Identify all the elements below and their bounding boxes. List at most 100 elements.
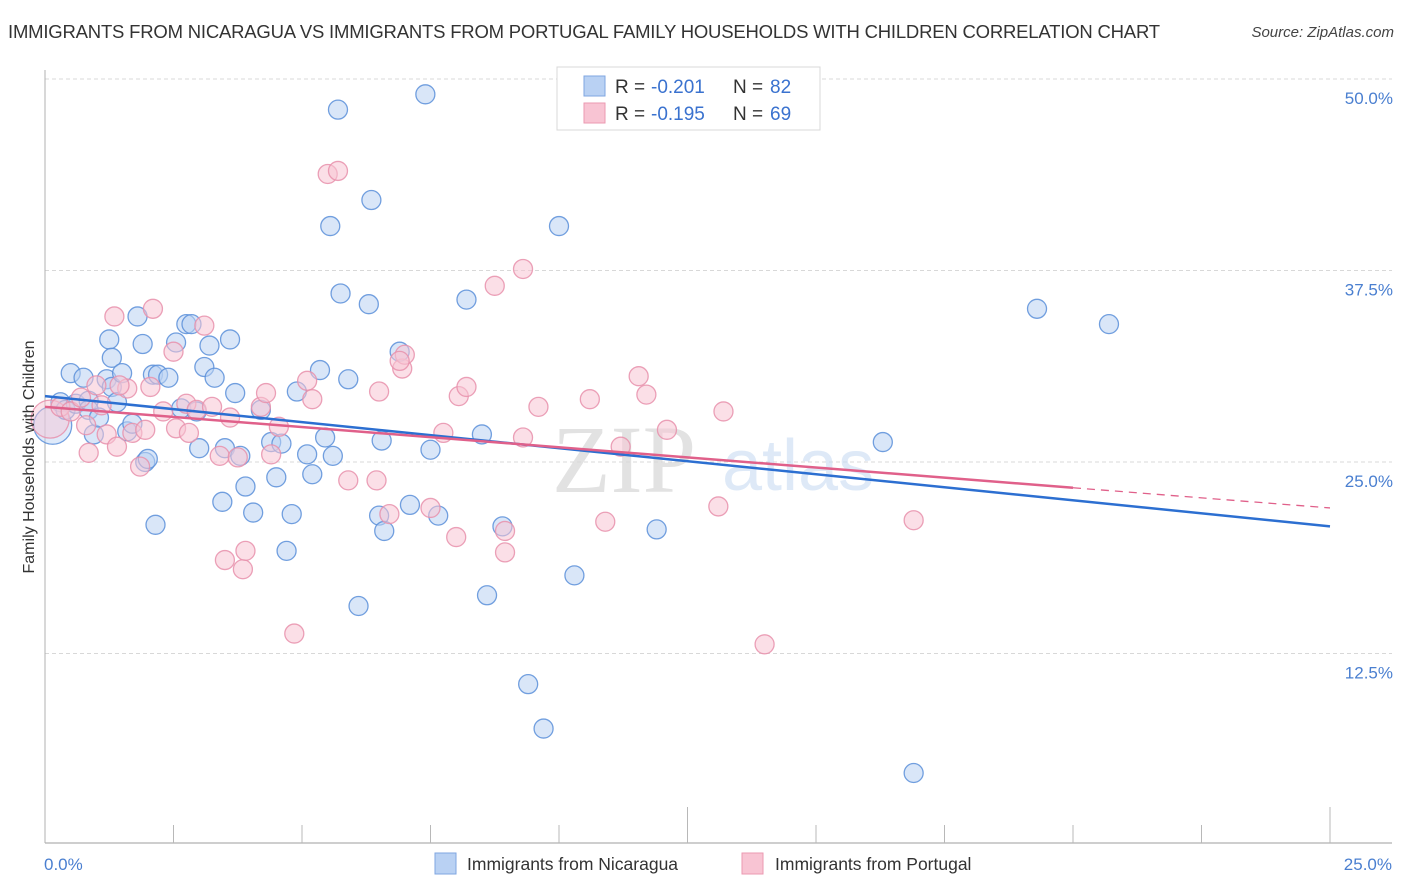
data-point-nicaragua — [903, 762, 924, 784]
data-point-nicaragua — [338, 369, 359, 390]
data-point-portugal — [579, 389, 600, 410]
y-tick-labels: 12.5% 25.0% 37.5% 50.0% — [1345, 89, 1393, 683]
y-axis-label: Family Households with Children — [21, 341, 38, 574]
data-point-nicaragua — [533, 718, 554, 739]
data-point-portugal — [261, 444, 282, 465]
data-point-nicaragua — [456, 289, 477, 310]
data-point-portugal — [656, 419, 678, 440]
legend-item-nicaragua[interactable]: Immigrants from Nicaragua — [434, 852, 678, 875]
data-point-nicaragua — [189, 438, 210, 459]
data-point-nicaragua — [204, 367, 225, 388]
x-tick-label-max: 25.0% — [1344, 855, 1392, 874]
data-point-portugal — [178, 422, 200, 444]
data-point-portugal — [109, 375, 130, 396]
data-point-portugal — [194, 315, 215, 336]
correlation-legend: R = -0.201 N = 82 R = -0.195 N = 69 — [556, 66, 821, 131]
data-point-nicaragua — [1098, 313, 1120, 335]
y-tick-label: 25.0% — [1345, 472, 1393, 491]
data-point-portugal — [284, 623, 305, 644]
trendline-portugal-extrapolated — [1072, 487, 1331, 509]
x-tick-labels: 0.0% 25.0% — [44, 855, 1392, 874]
legend-n-label-portugal: N = — [733, 104, 763, 125]
data-point-portugal — [327, 160, 349, 182]
data-point-nicaragua — [276, 540, 297, 562]
data-point-nicaragua — [266, 467, 287, 488]
data-point-portugal — [129, 456, 151, 477]
data-point-portugal — [232, 559, 254, 580]
axes — [44, 70, 1392, 844]
data-point-portugal — [86, 375, 107, 396]
data-point-nicaragua — [374, 520, 395, 542]
data-point-nicaragua — [420, 439, 441, 460]
trendlines — [44, 394, 1331, 528]
data-point-nicaragua — [358, 294, 379, 315]
data-point-portugal — [106, 436, 128, 457]
data-point-nicaragua — [158, 367, 179, 388]
data-point-nicaragua — [548, 215, 570, 237]
data-point-portugal — [903, 510, 924, 531]
data-point-portugal — [628, 366, 649, 387]
data-point-portugal — [420, 497, 441, 519]
data-point-portugal — [366, 470, 387, 491]
legend-item-swatch-portugal — [741, 852, 764, 875]
data-point-portugal — [255, 382, 277, 404]
data-point-nicaragua — [320, 215, 341, 237]
data-point-portugal — [219, 407, 241, 428]
series-legend: Immigrants from Nicaragua Immigrants fro… — [434, 852, 971, 875]
data-point-nicaragua — [302, 464, 323, 485]
data-point-portugal — [389, 350, 410, 372]
data-point-portugal — [484, 275, 505, 296]
data-point-portugal — [446, 526, 467, 548]
data-point-nicaragua — [646, 519, 667, 540]
data-point-nicaragua — [314, 427, 336, 448]
data-point-nicaragua — [212, 491, 233, 512]
legend-r-label-portugal: R = — [615, 104, 645, 125]
data-point-nicaragua — [564, 565, 585, 586]
data-point-portugal — [209, 445, 230, 467]
legend-n-value-nicaragua: 82 — [770, 77, 791, 98]
legend-swatch-nicaragua — [583, 75, 606, 97]
data-point-portugal — [142, 298, 164, 319]
data-point-portugal — [512, 258, 534, 280]
legend-item-label-portugal: Immigrants from Portugal — [775, 854, 971, 874]
data-point-portugal — [708, 496, 729, 517]
data-point-nicaragua — [99, 329, 120, 350]
data-point-nicaragua — [132, 333, 153, 355]
data-point-nicaragua — [145, 514, 166, 535]
legend-r-label-nicaragua: R = — [615, 77, 645, 98]
y-tick-label: 12.5% — [1345, 664, 1393, 683]
data-point-portugal — [296, 370, 318, 391]
data-point-portugal — [713, 401, 734, 422]
legend-r-value-nicaragua: -0.201 — [651, 77, 705, 98]
data-point-portugal — [75, 415, 97, 436]
data-point-portugal — [368, 381, 390, 402]
legend-item-label-nicaragua: Immigrants from Nicaragua — [467, 854, 678, 874]
data-point-nicaragua — [199, 335, 220, 356]
legend-n-value-portugal: 69 — [770, 104, 791, 125]
data-point-portugal — [338, 470, 359, 491]
data-point-nicaragua — [225, 382, 246, 404]
trendline-nicaragua — [44, 394, 1331, 528]
data-point-nicaragua — [348, 595, 369, 617]
data-point-nicaragua — [872, 431, 893, 453]
data-point-nicaragua — [399, 494, 421, 516]
data-point-nicaragua — [327, 99, 349, 120]
legend-r-value-portugal: -0.195 — [651, 104, 705, 125]
series-nicaragua-points — [33, 84, 1120, 784]
data-point-portugal — [302, 389, 323, 410]
data-point-nicaragua — [361, 189, 382, 211]
data-point-nicaragua — [476, 585, 498, 606]
source-label: Source: ZipAtlas.com — [1251, 24, 1394, 41]
data-point-portugal — [214, 549, 236, 571]
data-point-portugal — [379, 503, 400, 525]
data-point-portugal — [636, 384, 657, 405]
data-point-portugal — [104, 306, 125, 327]
data-point-nicaragua — [1026, 298, 1048, 319]
data-point-portugal — [595, 511, 616, 532]
data-point-portugal — [528, 396, 549, 417]
data-point-portugal — [494, 520, 516, 542]
legend-item-portugal[interactable]: Immigrants from Portugal — [741, 852, 971, 875]
data-point-portugal — [140, 376, 161, 398]
legend-item-swatch-nicaragua — [434, 852, 457, 875]
